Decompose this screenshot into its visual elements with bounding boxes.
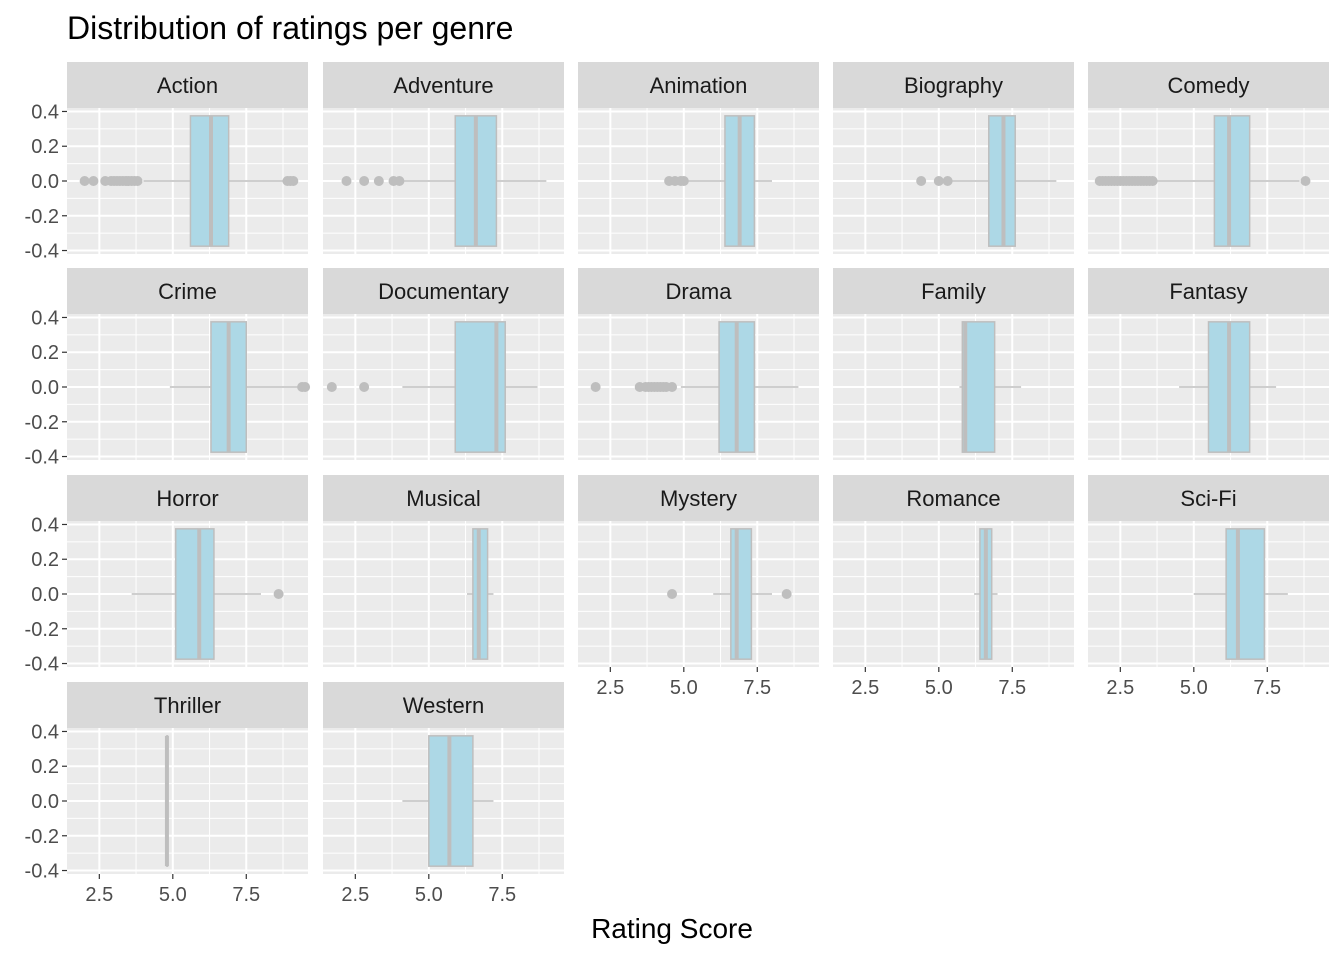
facet-strip-action [67, 62, 308, 108]
facet-label-romance: Romance [906, 486, 1000, 511]
x-tick-label: 7.5 [232, 884, 260, 906]
box-sci-fi [1225, 528, 1266, 660]
x-tick-label: 5.0 [670, 677, 698, 699]
facet-label-sci-fi: Sci-Fi [1180, 486, 1236, 511]
outlier-point [678, 176, 689, 186]
facet-strip-western [323, 682, 564, 728]
facet-label-animation: Animation [650, 73, 748, 98]
box-family [961, 321, 996, 453]
x-tick-label: 7.5 [488, 884, 516, 906]
y-tick-label: -0.4 [25, 241, 59, 263]
outlier-point [359, 176, 370, 186]
x-tick-label: 5.0 [415, 884, 443, 906]
facet-strip-family [833, 268, 1074, 314]
y-tick-label: 0.4 [31, 514, 59, 536]
x-tick-label: 2.5 [85, 884, 113, 906]
facet-label-adventure: Adventure [393, 73, 493, 98]
facet-label-documentary: Documentary [378, 279, 509, 304]
facet-strip-animation [578, 62, 819, 108]
facet-label-fantasy: Fantasy [1169, 279, 1247, 304]
outlier-point [916, 176, 927, 186]
x-tick-label: 5.0 [159, 884, 187, 906]
facet-label-action: Action [157, 73, 218, 98]
outlier-point [590, 382, 601, 392]
y-tick-label: 0.4 [31, 721, 59, 743]
facet-strip-fantasy [1088, 268, 1329, 314]
box-comedy [1213, 115, 1251, 247]
facet-label-biography: Biography [904, 73, 1003, 98]
y-tick-label: -0.2 [25, 826, 59, 848]
facet-strip-romance [833, 475, 1074, 521]
y-tick-label: -0.2 [25, 206, 59, 228]
y-tick-label: -0.4 [25, 447, 59, 469]
facet-strip-crime [67, 268, 308, 314]
outlier-point [88, 176, 99, 186]
y-tick-label: -0.2 [25, 619, 59, 641]
y-tick-label: 0.2 [31, 549, 59, 571]
outlier-point [933, 176, 944, 186]
x-tick-label: 2.5 [851, 677, 879, 699]
facet-label-western: Western [403, 693, 485, 718]
facet-label-comedy: Comedy [1168, 73, 1250, 98]
y-tick-label: 0.4 [31, 101, 59, 123]
facet-label-crime: Crime [158, 279, 217, 304]
x-tick-label: 5.0 [1180, 677, 1208, 699]
y-tick-label: 0.2 [31, 342, 59, 364]
y-tick-label: 0.0 [31, 791, 59, 813]
y-tick-label: 0.0 [31, 377, 59, 399]
facet-strip-musical [323, 475, 564, 521]
x-tick-label: 5.0 [925, 677, 953, 699]
facet-label-mystery: Mystery [660, 486, 737, 511]
y-tick-label: 0.4 [31, 307, 59, 329]
facet-label-horror: Horror [156, 486, 218, 511]
x-axis-label: Rating Score [591, 913, 753, 944]
y-tick-label: -0.4 [25, 654, 59, 676]
outlier-point [942, 176, 953, 186]
facet-strip-drama [578, 268, 819, 314]
facet-strip-adventure [323, 62, 564, 108]
facet-strip-mystery [578, 475, 819, 521]
chart-title: Distribution of ratings per genre [67, 10, 514, 46]
box-horror [174, 528, 215, 660]
outlier-point [1147, 176, 1158, 186]
y-tick-label: -0.4 [25, 861, 59, 883]
facet-strip-sci-fi [1088, 475, 1329, 521]
facet-strip-comedy [1088, 62, 1329, 108]
y-tick-label: 0.0 [31, 171, 59, 193]
outlier-point [273, 589, 284, 599]
outlier-point [359, 382, 370, 392]
outlier-point [300, 382, 311, 392]
outlier-point [288, 176, 299, 186]
outlier-point [79, 176, 90, 186]
outlier-point [667, 382, 678, 392]
y-tick-label: -0.2 [25, 412, 59, 434]
x-tick-label: 2.5 [596, 677, 624, 699]
facet-strip-horror [67, 475, 308, 521]
y-tick-label: 0.2 [31, 136, 59, 158]
x-tick-label: 2.5 [1106, 677, 1134, 699]
outlier-point [1300, 176, 1311, 186]
outlier-point [373, 176, 384, 186]
x-tick-label: 7.5 [1253, 677, 1281, 699]
outlier-point [781, 589, 792, 599]
facet-label-thriller: Thriller [154, 693, 221, 718]
x-tick-label: 7.5 [743, 677, 771, 699]
x-tick-label: 7.5 [998, 677, 1026, 699]
box-mystery [730, 528, 753, 660]
outlier-point [394, 176, 405, 186]
outlier-point [667, 589, 678, 599]
facet-strip-biography [833, 62, 1074, 108]
facet-label-family: Family [921, 279, 986, 304]
y-tick-label: 0.2 [31, 756, 59, 778]
x-tick-label: 2.5 [341, 884, 369, 906]
facet-strip-documentary [323, 268, 564, 314]
y-tick-label: 0.0 [31, 584, 59, 606]
facet-label-drama: Drama [665, 279, 732, 304]
outlier-point [132, 176, 143, 186]
facet-strip-thriller [67, 682, 308, 728]
outlier-point [341, 176, 352, 186]
outlier-point [326, 382, 337, 392]
facet-label-musical: Musical [406, 486, 481, 511]
